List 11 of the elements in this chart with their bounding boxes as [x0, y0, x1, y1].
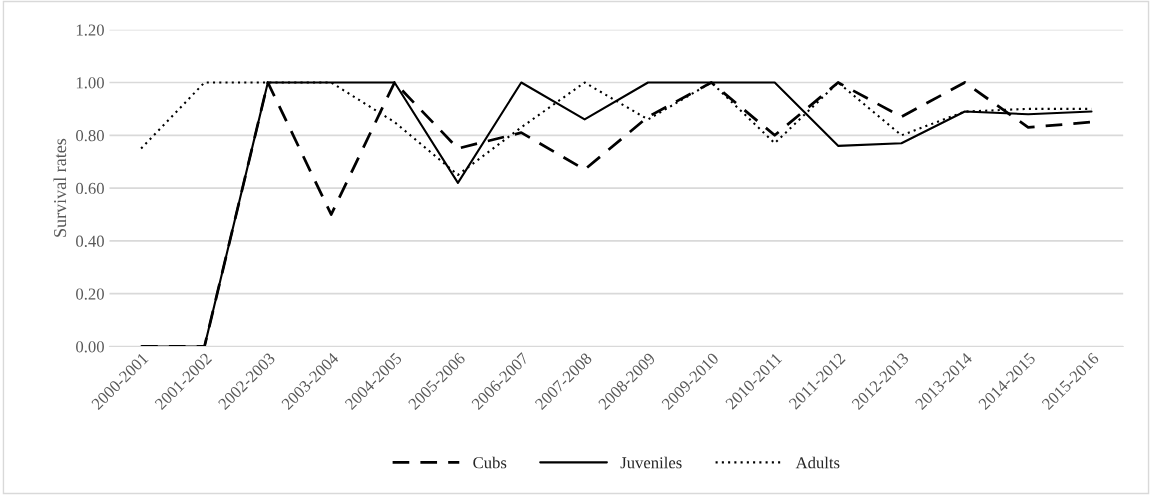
legend-label: Cubs — [473, 456, 507, 469]
y-tick-label: 0.40 — [76, 235, 104, 247]
y-tick-label: 1.20 — [76, 24, 104, 36]
y-axis-title: Survival rates — [53, 138, 67, 237]
legend-label: Juveniles — [620, 456, 682, 469]
y-tick-label: 0.20 — [76, 288, 104, 300]
y-tick-label: 0.00 — [76, 341, 104, 353]
y-tick-label: 0.60 — [76, 182, 104, 195]
y-tick-label: 0.80 — [76, 130, 104, 142]
y-tick-label: 1.00 — [76, 77, 104, 89]
legend-label: Adults — [795, 456, 840, 469]
